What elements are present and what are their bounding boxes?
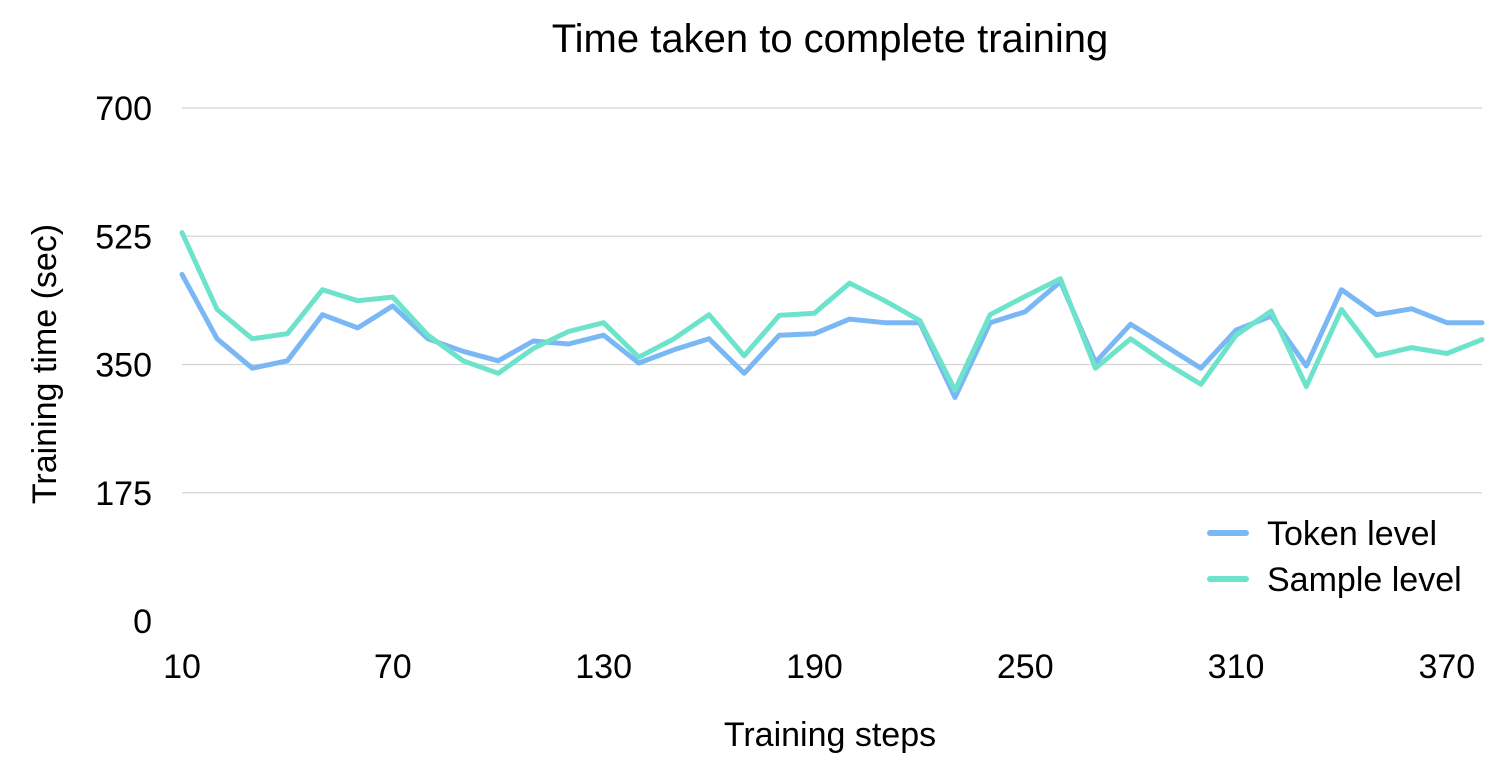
x-tick-label: 310 (1208, 648, 1265, 686)
x-tick-label: 250 (997, 648, 1054, 686)
y-axis-title: Training time (sec) (26, 224, 64, 504)
x-tick-label: 130 (575, 648, 632, 686)
gridlines (182, 107, 1482, 494)
y-tick-label: 700 (95, 90, 152, 128)
legend: Token level Sample level (1207, 515, 1462, 599)
series-line-token-level (179, 271, 1485, 400)
chart-title: Time taken to complete training (552, 17, 1109, 61)
y-tick-label: 175 (95, 475, 152, 513)
y-tick-label: 0 (133, 603, 152, 641)
x-tick-label: 10 (163, 648, 201, 686)
x-axis-title: Training steps (724, 716, 936, 754)
x-tick-label: 370 (1418, 648, 1475, 686)
y-tick-label: 525 (95, 218, 152, 256)
x-axis-tick-labels: 10 70 130 190 250 310 370 (163, 648, 1475, 686)
x-tick-label: 190 (786, 648, 843, 686)
legend-label-token-level: Token level (1267, 515, 1437, 553)
y-tick-label: 350 (95, 347, 152, 385)
series-lines (179, 230, 1485, 400)
y-axis-tick-labels: 0 175 350 525 700 (95, 90, 152, 641)
series-line-sample-level (179, 230, 1485, 393)
x-tick-label: 70 (374, 648, 412, 686)
legend-label-sample-level: Sample level (1267, 561, 1462, 599)
